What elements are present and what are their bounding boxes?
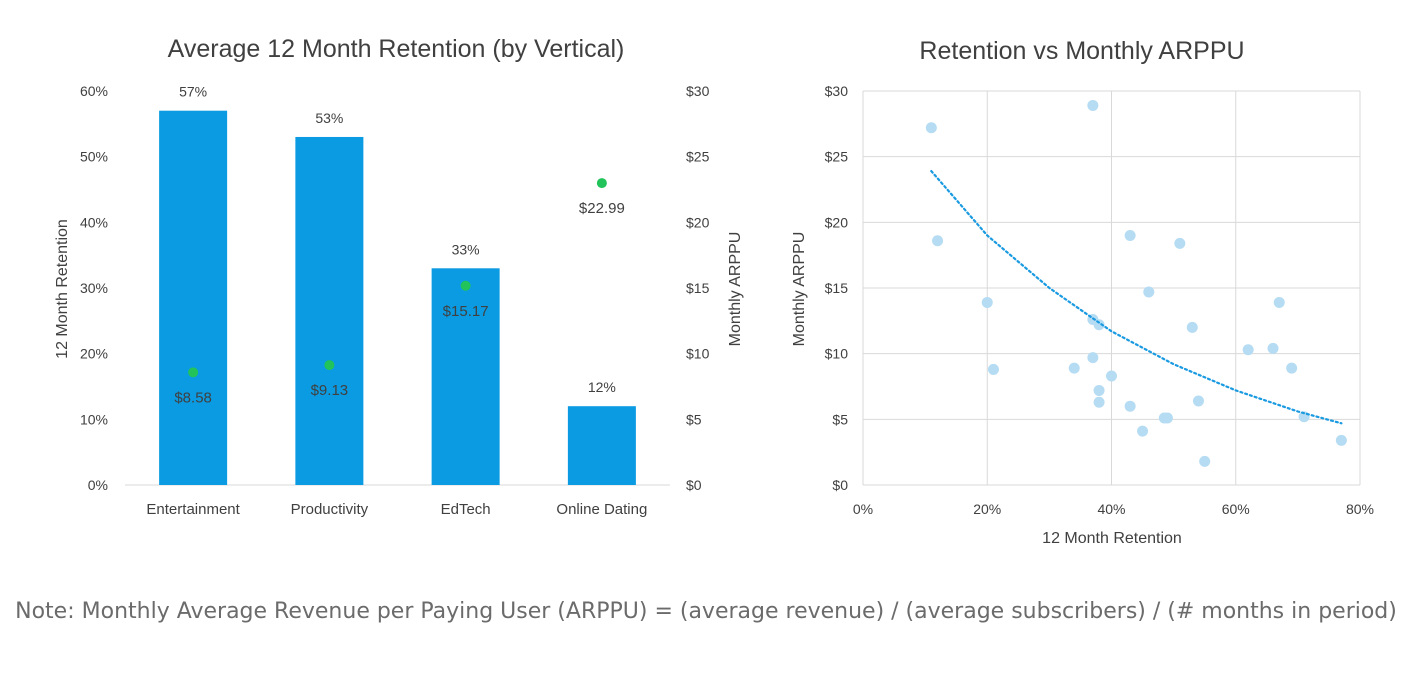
- scatter-y-tick-label: $10: [825, 346, 849, 362]
- scatter-chart-grid: [862, 90, 1361, 486]
- bar-chart-y2-tick-label: $25: [686, 149, 710, 165]
- category-label: Entertainment: [146, 501, 240, 518]
- charts-canvas: Average 12 Month Retention (by Vertical)…: [54, 35, 1374, 547]
- scatter-point: [1186, 321, 1198, 333]
- scatter-chart-x-axis: 0% 20% 40% 60% 80%: [853, 501, 1374, 517]
- scatter-point: [1124, 229, 1136, 241]
- scatter-point: [1087, 352, 1099, 364]
- scatter-chart-y-axis: $0 $5 $10 $15 $20 $25 $30: [825, 83, 849, 493]
- bar-chart-categories: Entertainment Productivity EdTech Online Da…: [146, 501, 647, 518]
- bar-chart-y-tick-label: 0%: [88, 477, 108, 493]
- bar-chart-y-tick-label: 50%: [80, 149, 108, 165]
- scatter-point: [1273, 296, 1285, 308]
- scatter-point: [1192, 395, 1204, 407]
- scatter-trendline: [930, 170, 1343, 425]
- bar-chart-y-tick-label: 10%: [80, 411, 108, 427]
- bar-chart-left-axis: 0% 10% 20% 30% 40% 50% 60%: [80, 83, 108, 493]
- bar-value-label: 33%: [452, 241, 480, 257]
- bar: [295, 136, 364, 485]
- category-label: Productivity: [291, 501, 369, 518]
- scatter-point: [1106, 370, 1117, 382]
- scatter-chart-trendline: [930, 170, 1343, 425]
- scatter-y-tick-label: $30: [825, 83, 849, 99]
- scatter-point: [1087, 99, 1099, 111]
- scatter-point: [1242, 344, 1254, 356]
- retention-by-vertical-chart: Average 12 Month Retention (by Vertical)…: [54, 35, 744, 518]
- arppu-point: [460, 280, 471, 291]
- scatter-point: [1335, 434, 1347, 446]
- bar-chart-bars: 57% 53% 33% 12%: [159, 84, 636, 485]
- scatter-point: [1199, 455, 1211, 467]
- scatter-point: [1093, 396, 1105, 408]
- scatter-point: [1137, 425, 1149, 437]
- scatter-y-tick-label: $15: [825, 280, 849, 296]
- arppu-point-label: $22.99: [579, 200, 625, 217]
- scatter-point: [932, 235, 944, 247]
- bar-chart-title: Average 12 Month Retention (by Vertical): [168, 35, 625, 63]
- scatter-y-tick-label: $25: [825, 149, 849, 165]
- arppu-point: [188, 367, 199, 378]
- scatter-point: [1143, 286, 1155, 298]
- scatter-y-tick-label: $20: [825, 214, 849, 230]
- arppu-point: [596, 178, 607, 189]
- bar: [159, 110, 228, 485]
- arppu-point: [324, 360, 335, 371]
- scatter-y-tick-label: $0: [832, 477, 848, 493]
- scatter-x-tick-label: 60%: [1222, 501, 1250, 517]
- scatter-x-tick-label: 80%: [1346, 501, 1374, 517]
- bar-value-label: 53%: [315, 110, 343, 126]
- scatter-point: [925, 122, 937, 134]
- scatter-chart-xlabel: 12 Month Retention: [1042, 530, 1182, 547]
- bar-chart-y2-tick-label: $10: [686, 346, 710, 362]
- arppu-point-label: $15.17: [443, 303, 489, 320]
- bar-chart-y2-tick-label: $20: [686, 214, 710, 230]
- bar-chart-y2-tick-label: $0: [686, 477, 702, 493]
- scatter-point: [1093, 319, 1105, 331]
- retention-vs-arppu-chart: Retention vs Monthly ARPPU Monthly ARPPU…: [791, 37, 1374, 547]
- bar-chart-y2-tick-label: $15: [686, 280, 710, 296]
- scatter-chart-points: [925, 99, 1347, 467]
- category-label: EdTech: [441, 501, 491, 518]
- bar-chart-y-tick-label: 30%: [80, 280, 108, 296]
- bar-chart-y2label: Monthly ARPPU: [727, 232, 744, 347]
- scatter-point: [1286, 362, 1298, 374]
- scatter-x-tick-label: 20%: [973, 501, 1001, 517]
- scatter-point: [1124, 400, 1136, 412]
- scatter-x-tick-label: 0%: [853, 501, 873, 517]
- bar-chart-arppu-points: $8.58 $9.13 $15.17 $22.99: [174, 178, 625, 406]
- bar-chart-right-axis: $0 $5 $10 $15 $20 $25 $30: [686, 83, 710, 493]
- bar-chart-y2-tick-label: $30: [686, 83, 710, 99]
- scatter-point: [1093, 384, 1105, 396]
- bar: [567, 406, 636, 485]
- scatter-point: [987, 363, 999, 375]
- footnote: Note: Monthly Average Revenue per Paying…: [15, 599, 1397, 624]
- bar-chart-y2-tick-label: $5: [686, 411, 702, 427]
- scatter-chart-ylabel: Monthly ARPPU: [791, 232, 808, 347]
- scatter-point: [1161, 412, 1173, 424]
- scatter-point: [1174, 237, 1186, 249]
- bar: [431, 268, 500, 485]
- bar-chart-ylabel: 12 Month Retention: [54, 219, 71, 359]
- scatter-point: [1267, 342, 1279, 354]
- bar-value-label: 12%: [588, 379, 616, 395]
- bar-chart-y-tick-label: 20%: [80, 346, 108, 362]
- arppu-point-label: $9.13: [311, 382, 349, 399]
- scatter-y-tick-label: $5: [832, 411, 848, 427]
- bar-value-label: 57%: [179, 84, 207, 100]
- scatter-point: [1068, 362, 1080, 374]
- arppu-point-label: $8.58: [174, 389, 212, 406]
- category-label: Online Dating: [556, 501, 647, 518]
- bar-chart-y-tick-label: 40%: [80, 214, 108, 230]
- scatter-x-tick-label: 40%: [1097, 501, 1125, 517]
- bar-chart-y-tick-label: 60%: [80, 83, 108, 99]
- scatter-chart-title: Retention vs Monthly ARPPU: [919, 37, 1244, 65]
- scatter-point: [981, 296, 993, 308]
